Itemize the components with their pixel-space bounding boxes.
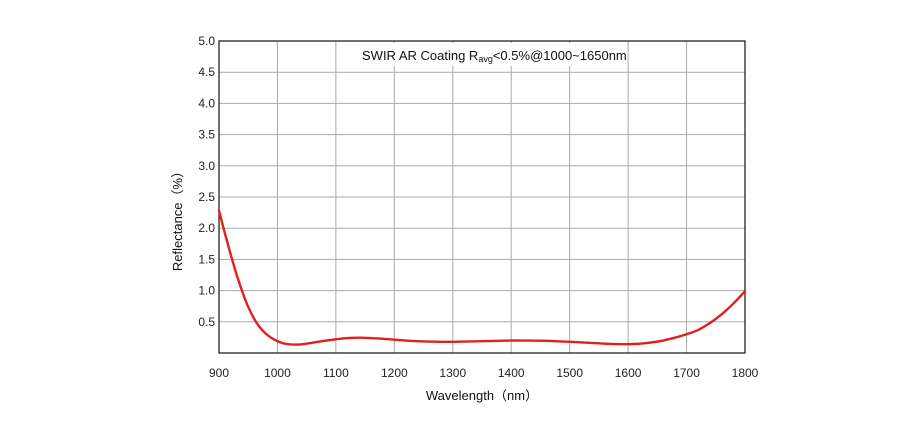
y-tick-label: 3.0	[198, 159, 215, 173]
y-tick-label: 2.0	[198, 221, 215, 235]
x-tick-label: 1600	[615, 366, 642, 380]
y-tick-labels: 0.5 1.0 1.5 2.0 2.5 3.0 3.5 4.0 4.5 5.0	[198, 34, 215, 329]
x-tick-label: 1700	[673, 366, 700, 380]
chart-title: SWIR AR Coating Ravg<0.5%@1000~1650nm	[362, 48, 627, 64]
title-background	[350, 43, 610, 66]
x-tick-label: 1200	[381, 366, 408, 380]
x-tick-label: 1800	[732, 366, 759, 380]
y-tick-label: 5.0	[198, 34, 215, 48]
x-tick-labels: 900 1000 1100 1200 1300 1400 1500 1600 1700 1800	[209, 366, 759, 380]
x-tick-label: 900	[209, 366, 229, 380]
y-axis-label: Reflectance（%）	[170, 165, 185, 271]
x-tick-label: 1100	[323, 366, 349, 380]
chart-title-subscript: avg	[478, 54, 493, 64]
x-tick-label: 1500	[556, 366, 583, 380]
reflectance-curve	[217, 209, 747, 346]
y-tick-label: 3.5	[198, 128, 215, 142]
y-tick-label: 4.5	[198, 65, 215, 79]
x-tick-label: 1300	[439, 366, 466, 380]
grid-layer	[219, 41, 745, 353]
y-tick-label: 1.5	[198, 252, 215, 266]
y-tick-label: 2.5	[198, 190, 215, 204]
x-axis-label: Wavelength（nm）	[426, 388, 538, 403]
y-tick-label: 0.5	[198, 315, 215, 329]
x-tick-label: 1400	[498, 366, 525, 380]
plot-frame	[218, 40, 746, 354]
x-tick-label: 1000	[264, 366, 291, 380]
y-tick-label: 1.0	[198, 284, 215, 298]
y-tick-label: 4.0	[198, 96, 215, 110]
chart-title-main: SWIR AR Coating R	[362, 48, 478, 63]
chart-title-rest: <0.5%@1000~1650nm	[493, 48, 627, 63]
